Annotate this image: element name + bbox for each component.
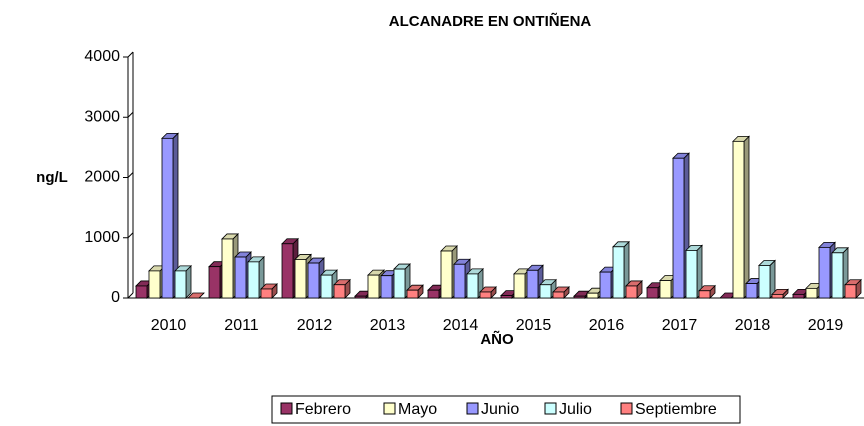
bar bbox=[427, 289, 440, 299]
y-axis-label: ng/L bbox=[36, 169, 68, 186]
x-tick-label: 2014 bbox=[443, 317, 479, 334]
x-tick-label: 2015 bbox=[516, 317, 552, 334]
legend-swatch bbox=[544, 402, 557, 415]
bar bbox=[818, 246, 831, 299]
x-tick-label: 2017 bbox=[662, 317, 698, 334]
bar bbox=[792, 293, 805, 299]
bar bbox=[732, 140, 745, 299]
legend-swatch bbox=[280, 402, 293, 415]
y-tick-depth bbox=[127, 232, 134, 239]
bar bbox=[354, 295, 367, 299]
bar-side bbox=[185, 264, 192, 299]
legend-label: Febrero bbox=[295, 401, 351, 418]
legend-swatch bbox=[466, 402, 479, 415]
bar bbox=[685, 250, 698, 299]
legend-label: Septiembre bbox=[635, 401, 717, 418]
bar bbox=[539, 284, 552, 299]
x-axis-label: AÑO bbox=[480, 330, 514, 348]
y-tick-depth bbox=[127, 292, 134, 299]
x-tick-label: 2019 bbox=[808, 317, 844, 334]
bar bbox=[844, 284, 857, 299]
y-tick-label: 4000 bbox=[84, 48, 120, 65]
bar bbox=[646, 287, 659, 299]
bar-side bbox=[743, 135, 750, 299]
bar bbox=[380, 275, 393, 299]
bar bbox=[281, 243, 294, 299]
legend-box bbox=[271, 395, 741, 424]
bar bbox=[174, 270, 187, 299]
bar bbox=[573, 295, 586, 299]
x-tick-label: 2018 bbox=[735, 317, 771, 334]
bar bbox=[526, 269, 539, 299]
bar bbox=[260, 288, 273, 299]
x-tick-label: 2011 bbox=[224, 317, 259, 334]
bar bbox=[698, 290, 711, 299]
x-tick-label: 2016 bbox=[589, 317, 625, 334]
bar bbox=[479, 291, 492, 299]
bar bbox=[333, 284, 346, 299]
bar bbox=[148, 270, 161, 299]
bar bbox=[453, 263, 466, 299]
bar bbox=[393, 268, 406, 299]
bar bbox=[831, 252, 844, 299]
y-tick-depth bbox=[127, 51, 134, 58]
legend-label: Mayo bbox=[398, 401, 437, 418]
bar bbox=[612, 246, 625, 299]
bar bbox=[135, 285, 148, 299]
bar bbox=[466, 273, 479, 299]
y-tick-depth bbox=[127, 172, 134, 178]
bar bbox=[367, 274, 380, 299]
bar bbox=[221, 238, 234, 299]
bar bbox=[586, 292, 599, 299]
x-tick-label: 2012 bbox=[297, 317, 333, 334]
bar bbox=[771, 293, 784, 299]
bar bbox=[513, 273, 526, 299]
bar bbox=[758, 265, 771, 299]
legend-label: Julio bbox=[559, 401, 592, 418]
y-tick-label: 0 bbox=[111, 289, 120, 306]
bar bbox=[672, 157, 685, 299]
y-tick-label: 1000 bbox=[84, 229, 120, 246]
legend-swatch bbox=[383, 402, 396, 415]
bar bbox=[599, 271, 612, 299]
legend-swatch bbox=[620, 402, 633, 415]
chart-title: ALCANADRE EN ONTIÑENA bbox=[389, 12, 592, 30]
bar bbox=[307, 262, 320, 299]
bar bbox=[234, 256, 247, 299]
bar-top bbox=[187, 292, 205, 299]
x-tick-label: 2010 bbox=[151, 317, 187, 334]
bar bbox=[805, 287, 818, 299]
bar bbox=[659, 280, 672, 299]
bar bbox=[552, 291, 565, 299]
bar bbox=[161, 137, 174, 299]
bar bbox=[745, 283, 758, 299]
bar bbox=[440, 250, 453, 299]
x-tick-label: 2013 bbox=[370, 317, 406, 334]
y-tick-label: 2000 bbox=[84, 169, 120, 186]
bar bbox=[500, 295, 513, 299]
bar bbox=[208, 266, 221, 299]
y-tick-label: 3000 bbox=[84, 108, 120, 125]
y-tick-depth bbox=[127, 111, 134, 118]
bar bbox=[406, 289, 419, 299]
bar bbox=[247, 261, 260, 299]
bar bbox=[320, 274, 333, 299]
bar bbox=[294, 259, 307, 299]
bar bbox=[625, 285, 638, 299]
legend-label: Junio bbox=[481, 401, 519, 418]
